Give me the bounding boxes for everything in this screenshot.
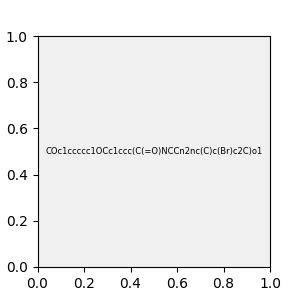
Text: COc1ccccc1OCc1ccc(C(=O)NCCn2nc(C)c(Br)c2C)o1: COc1ccccc1OCc1ccc(C(=O)NCCn2nc(C)c(Br)c2… (45, 147, 262, 156)
